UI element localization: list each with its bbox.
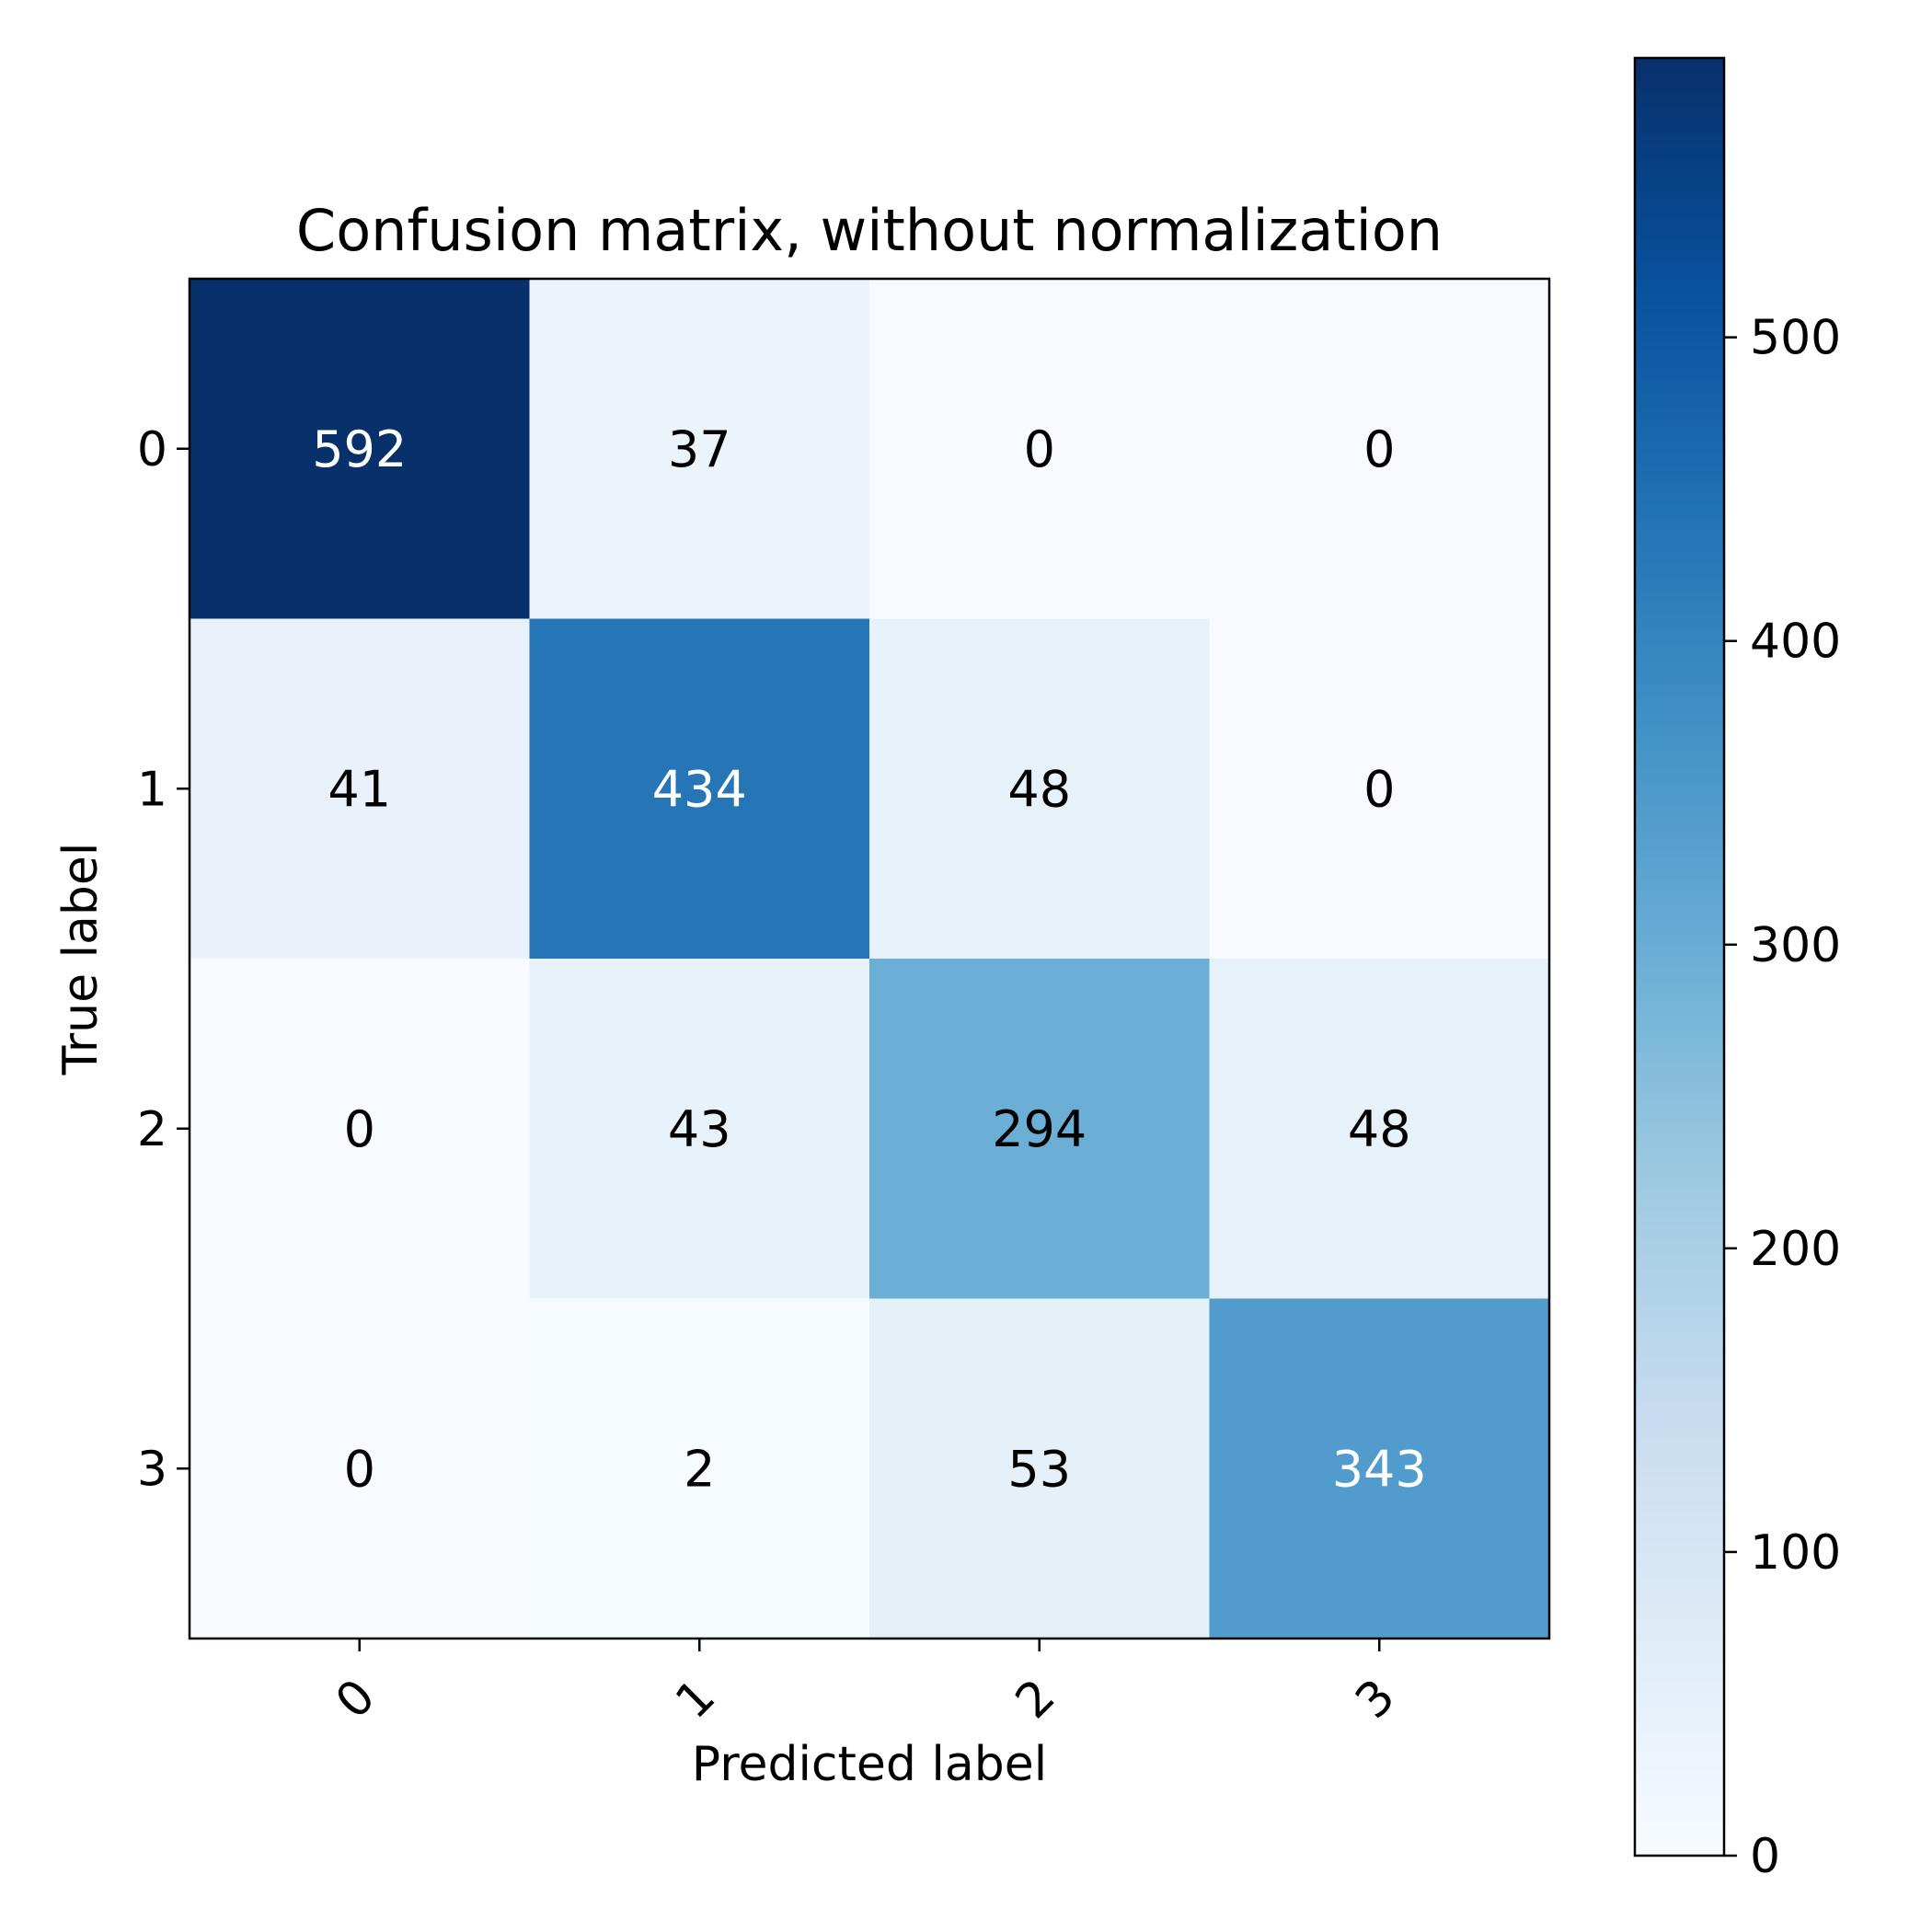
heatmap-cell-r2-c1 <box>529 959 870 1299</box>
y-tick-label-2: 2 <box>137 1102 167 1157</box>
colorbar-tick-label-0: 0 <box>1750 1829 1780 1884</box>
cell-value-r1-c0: 41 <box>328 760 391 818</box>
cell-value-r2-c0: 0 <box>344 1100 375 1158</box>
heatmap-cell-r3-c1 <box>529 1298 870 1639</box>
x-axis-label: Predicted label <box>692 1737 1047 1792</box>
y-tick-label-0: 0 <box>137 422 167 477</box>
colorbar-tick-label-5: 500 <box>1750 311 1841 366</box>
colorbar-ticks: 0 100 200 300 400 500 <box>1724 311 1841 1884</box>
colorbar-tick-label-4: 400 <box>1750 615 1841 670</box>
cell-value-r0-c0: 592 <box>312 420 407 478</box>
x-tick-label-2: 2 <box>1006 1669 1066 1730</box>
heatmap-cell-r3-c0 <box>190 1298 530 1639</box>
cell-value-r1-c3: 0 <box>1363 760 1395 818</box>
colorbar <box>1633 56 1726 1857</box>
cell-value-r0-c1: 37 <box>668 420 731 478</box>
plot-frame <box>188 277 1551 1640</box>
colorbar-tick-label-2: 200 <box>1750 1222 1841 1277</box>
x-tick-label-3: 3 <box>1345 1669 1406 1730</box>
heatmap-cell-r1-c3 <box>1209 618 1550 960</box>
cell-value-r1-c2: 48 <box>1007 760 1071 818</box>
chart-title: Confusion matrix, without normalization <box>296 197 1443 264</box>
heatmap-cell-r3-c3 <box>1209 1298 1550 1639</box>
heatmap-cell-r3-c2 <box>869 1298 1210 1639</box>
cell-value-r2-c1: 43 <box>668 1100 731 1158</box>
heatmap-cell-r0-c0 <box>190 279 530 619</box>
heatmap-cell-r0-c3 <box>1209 279 1550 619</box>
x-axis-ticks: 0 1 2 3 <box>326 1639 1406 1730</box>
heatmap-cell-r0-c2 <box>869 279 1210 619</box>
cell-value-r3-c2: 53 <box>1007 1440 1071 1498</box>
heatmap-cell-r2-c3 <box>1209 959 1550 1299</box>
heatmap-cell-r2-c0 <box>190 959 530 1299</box>
cell-value-r2-c2: 294 <box>992 1100 1087 1158</box>
y-axis-ticks: 0 1 2 3 <box>137 422 190 1497</box>
heatmap-cells <box>190 279 1550 1639</box>
cell-value-r3-c0: 0 <box>344 1440 375 1498</box>
cell-value-r2-c3: 48 <box>1348 1100 1411 1158</box>
colorbar-tick-label-3: 300 <box>1750 918 1841 973</box>
heatmap-cell-r1-c2 <box>869 618 1210 960</box>
cell-value-r1-c1: 434 <box>652 760 747 818</box>
y-axis-label: True label <box>53 843 109 1076</box>
heatmap-cell-r1-c0 <box>190 618 530 960</box>
x-tick-label-0: 0 <box>326 1669 386 1730</box>
y-tick-label-3: 3 <box>137 1442 167 1497</box>
cell-value-r0-c2: 0 <box>1024 420 1055 478</box>
cell-value-r3-c1: 2 <box>684 1440 715 1498</box>
cell-value-r0-c3: 0 <box>1363 420 1395 478</box>
y-tick-label-1: 1 <box>137 762 167 817</box>
heatmap-cell-r1-c1 <box>529 618 870 960</box>
cell-value-r3-c3: 343 <box>1332 1440 1427 1498</box>
heatmap-cell-r0-c1 <box>529 279 870 619</box>
heatmap-cell-r2-c2 <box>869 959 1210 1299</box>
x-tick-label-1: 1 <box>665 1669 726 1730</box>
colorbar-tick-label-1: 100 <box>1750 1525 1841 1581</box>
heatmap-cell-labels: 592 37 0 0 41 434 48 0 0 43 294 48 0 2 53 343 <box>312 420 1427 1499</box>
